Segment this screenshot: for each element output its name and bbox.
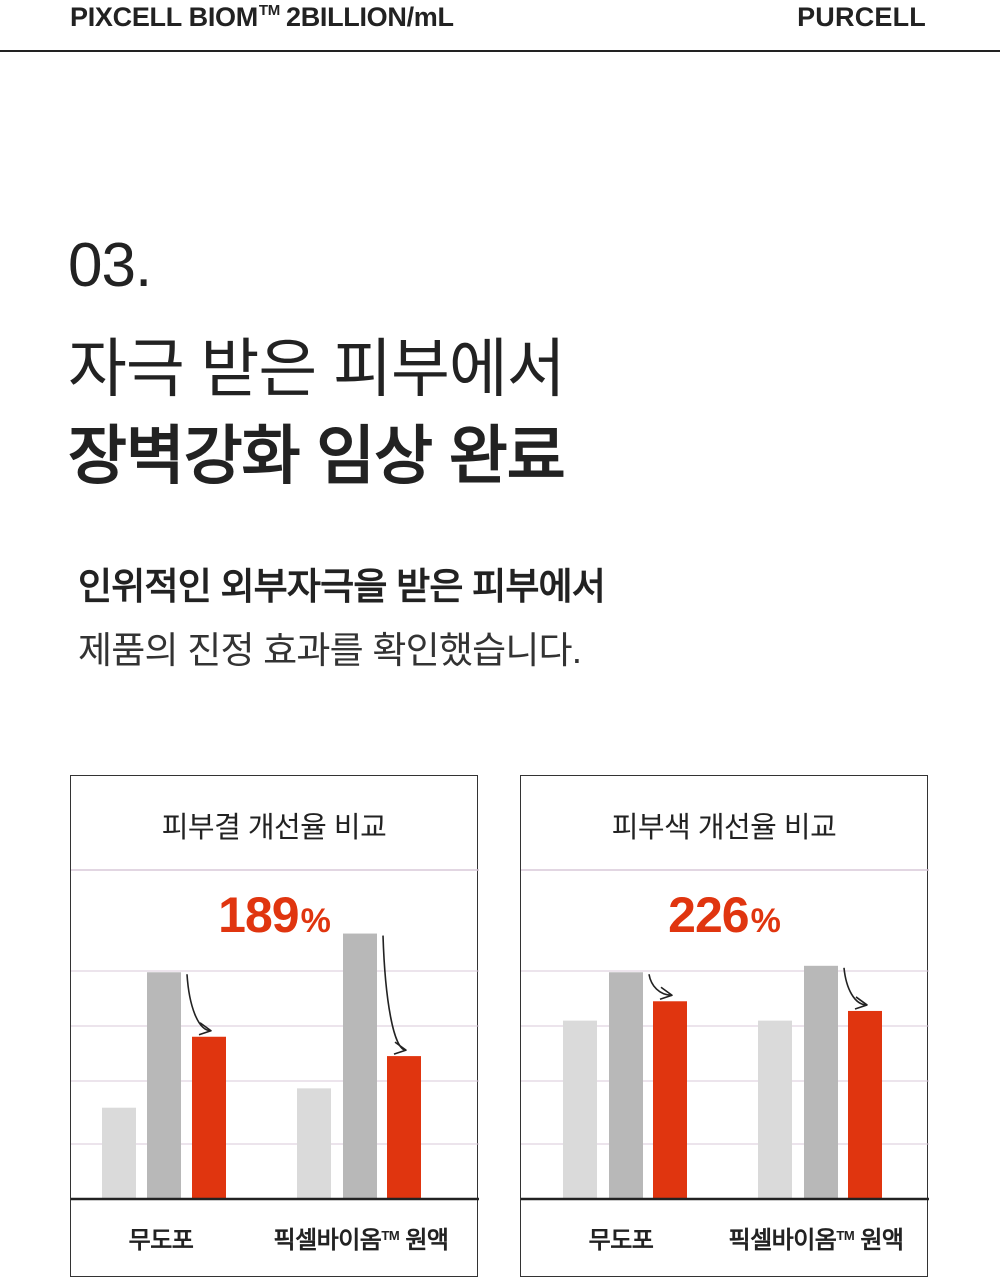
trademark-sup: TM	[836, 1228, 855, 1243]
bar-series-1-group-1	[343, 933, 377, 1198]
bar-series-0-group-1	[297, 1088, 331, 1198]
subheading-line-1: 인위적인 외부자극을 받은 피부에서	[78, 566, 606, 607]
brand-name: PURCELL	[797, 2, 926, 32]
product-name-main: PIXCELL BIOM	[70, 2, 258, 32]
chart-skin-texture: 피부결 개선율 비교 189% 무도포 픽셀바이옴TM 원액	[70, 775, 479, 1277]
category-label-product: 픽셀바이옴TM 원액	[716, 1220, 916, 1255]
category-label-suffix: 원액	[854, 1227, 904, 1254]
category-label-untreated: 무도포	[561, 1220, 681, 1255]
improvement-unit: %	[750, 902, 781, 940]
arrow-head	[198, 1022, 212, 1036]
arrow-curve	[186, 974, 212, 1032]
bar-series-2-group-1	[848, 1010, 882, 1198]
chart-skin-tone: 피부색 개선율 비교 226% 무도포 픽셀바이옴TM 원액	[520, 775, 929, 1277]
section-number: 03.	[68, 231, 152, 300]
arrow-curve	[843, 967, 868, 1006]
arrow-curve	[648, 974, 673, 997]
bar-series-2-group-0	[653, 1001, 687, 1198]
product-name: PIXCELL BIOMTM 2BILLION/mL	[70, 2, 454, 33]
category-label-text: 무도포	[588, 1227, 654, 1254]
bar-series-1-group-0	[147, 972, 181, 1198]
bar-series-1-group-0	[609, 972, 643, 1198]
product-concentration: 2BILLION/mL	[285, 2, 454, 32]
trademark-sup: TM	[381, 1228, 400, 1243]
trademark-sup: TM	[258, 2, 280, 19]
arrow-head	[854, 996, 868, 1010]
chart-title: 피부색 개선율 비교	[611, 812, 837, 844]
chart-canvas	[71, 869, 479, 1201]
category-label-suffix: 원액	[399, 1227, 449, 1254]
bar-series-1-group-1	[804, 965, 838, 1198]
bar-series-0-group-0	[563, 1020, 597, 1198]
headline-line-1: 자극 받은 피부에서	[68, 333, 566, 405]
improvement-rate: 189%	[71, 886, 477, 944]
bar-series-0-group-1	[758, 1020, 792, 1198]
arrow-head	[659, 986, 673, 1001]
category-label-untreated: 무도포	[101, 1220, 221, 1255]
headline-line-2: 장벽강화 임상 완료	[68, 420, 566, 492]
arrow-curve	[382, 935, 407, 1051]
subheading-line-2: 제품의 진정 효과를 확인했습니다.	[78, 630, 582, 671]
category-label-text: 무도포	[128, 1227, 194, 1254]
bar-series-0-group-0	[102, 1107, 136, 1198]
bar-series-2-group-1	[387, 1056, 421, 1198]
chart-canvas	[521, 869, 929, 1201]
category-label-text: 픽셀바이옴	[273, 1227, 382, 1254]
improvement-value: 189	[218, 887, 299, 943]
arrow-head	[393, 1041, 407, 1055]
improvement-value: 226	[668, 887, 749, 943]
bar-series-2-group-0	[192, 1036, 226, 1198]
header-bar: PIXCELL BIOMTM 2BILLION/mL PURCELL	[0, 0, 1000, 52]
category-label-product: 픽셀바이옴TM 원액	[261, 1220, 461, 1255]
category-label-text: 픽셀바이옴	[728, 1227, 837, 1254]
chart-title: 피부결 개선율 비교	[161, 812, 387, 844]
improvement-unit: %	[300, 902, 331, 940]
improvement-rate: 226%	[521, 886, 927, 944]
